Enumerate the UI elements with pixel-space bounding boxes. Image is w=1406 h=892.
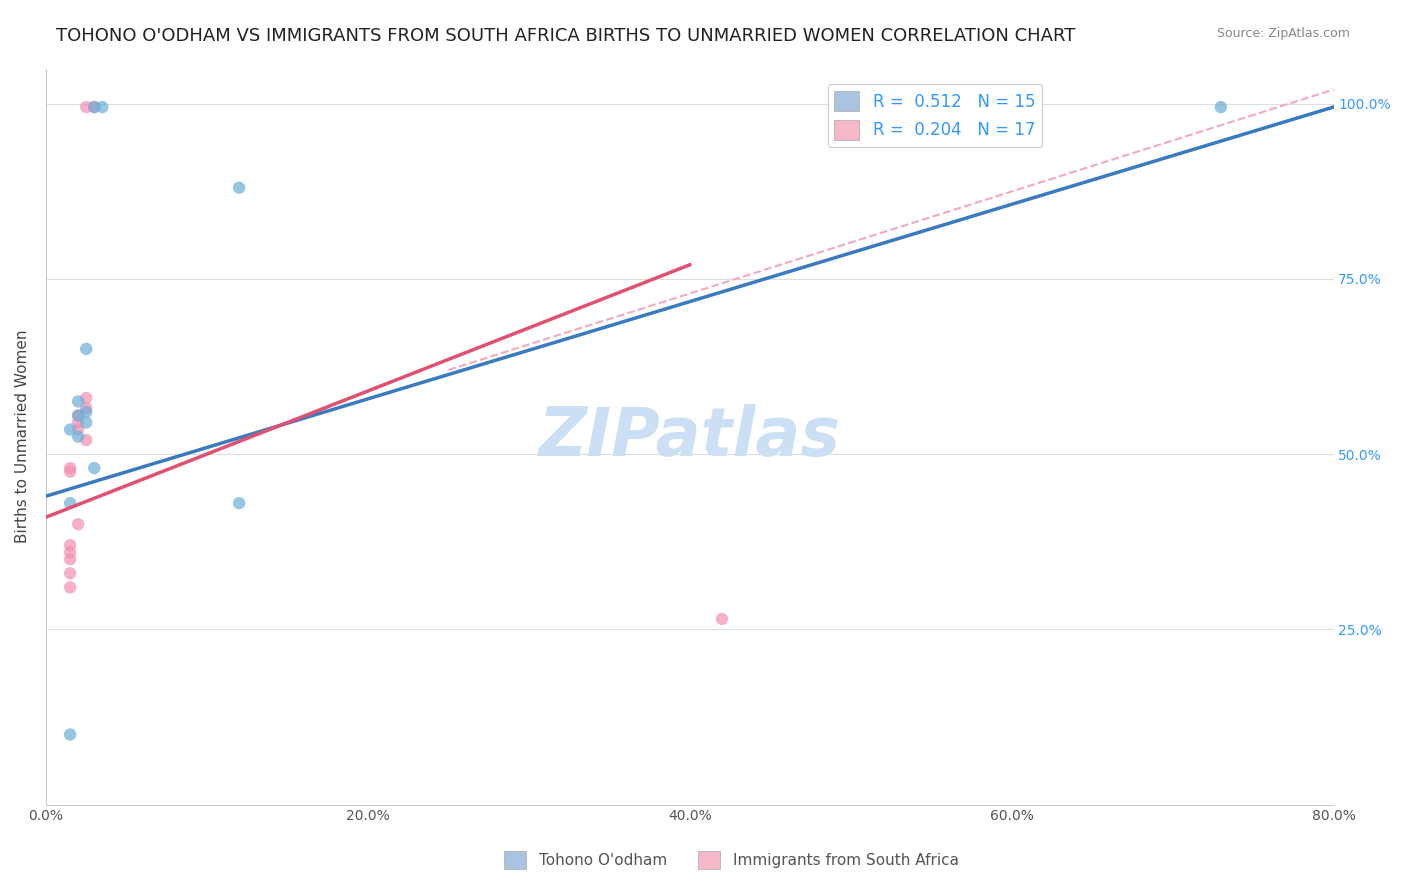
Point	[59, 580, 82, 594]
Point	[59, 538, 82, 552]
Point	[83, 100, 105, 114]
Point	[228, 496, 250, 510]
Point	[59, 461, 82, 475]
Point	[710, 612, 733, 626]
Point	[67, 409, 90, 423]
Legend: Tohono O'odham, Immigrants from South Africa: Tohono O'odham, Immigrants from South Af…	[498, 845, 965, 875]
Legend: R =  0.512   N = 15, R =  0.204   N = 17: R = 0.512 N = 15, R = 0.204 N = 17	[828, 84, 1042, 146]
Point	[75, 405, 97, 419]
Point	[59, 465, 82, 479]
Text: ZIPatlas: ZIPatlas	[538, 403, 841, 469]
Point	[59, 727, 82, 741]
Point	[83, 100, 105, 114]
Point	[59, 423, 82, 437]
Point	[91, 100, 114, 114]
Point	[67, 517, 90, 532]
Point	[75, 342, 97, 356]
Point	[59, 545, 82, 559]
Point	[67, 409, 90, 423]
Text: TOHONO O'ODHAM VS IMMIGRANTS FROM SOUTH AFRICA BIRTHS TO UNMARRIED WOMEN CORRELA: TOHONO O'ODHAM VS IMMIGRANTS FROM SOUTH …	[56, 27, 1076, 45]
Point	[83, 461, 105, 475]
Point	[1209, 100, 1232, 114]
Point	[75, 401, 97, 416]
Point	[59, 496, 82, 510]
Point	[228, 180, 250, 194]
Point	[67, 394, 90, 409]
Point	[67, 429, 90, 443]
Point	[59, 566, 82, 581]
Point	[75, 433, 97, 447]
Point	[67, 423, 90, 437]
Point	[75, 391, 97, 405]
Point	[75, 416, 97, 430]
Y-axis label: Births to Unmarried Women: Births to Unmarried Women	[15, 330, 30, 543]
Point	[59, 552, 82, 566]
Point	[67, 416, 90, 430]
Text: Source: ZipAtlas.com: Source: ZipAtlas.com	[1216, 27, 1350, 40]
Point	[75, 100, 97, 114]
